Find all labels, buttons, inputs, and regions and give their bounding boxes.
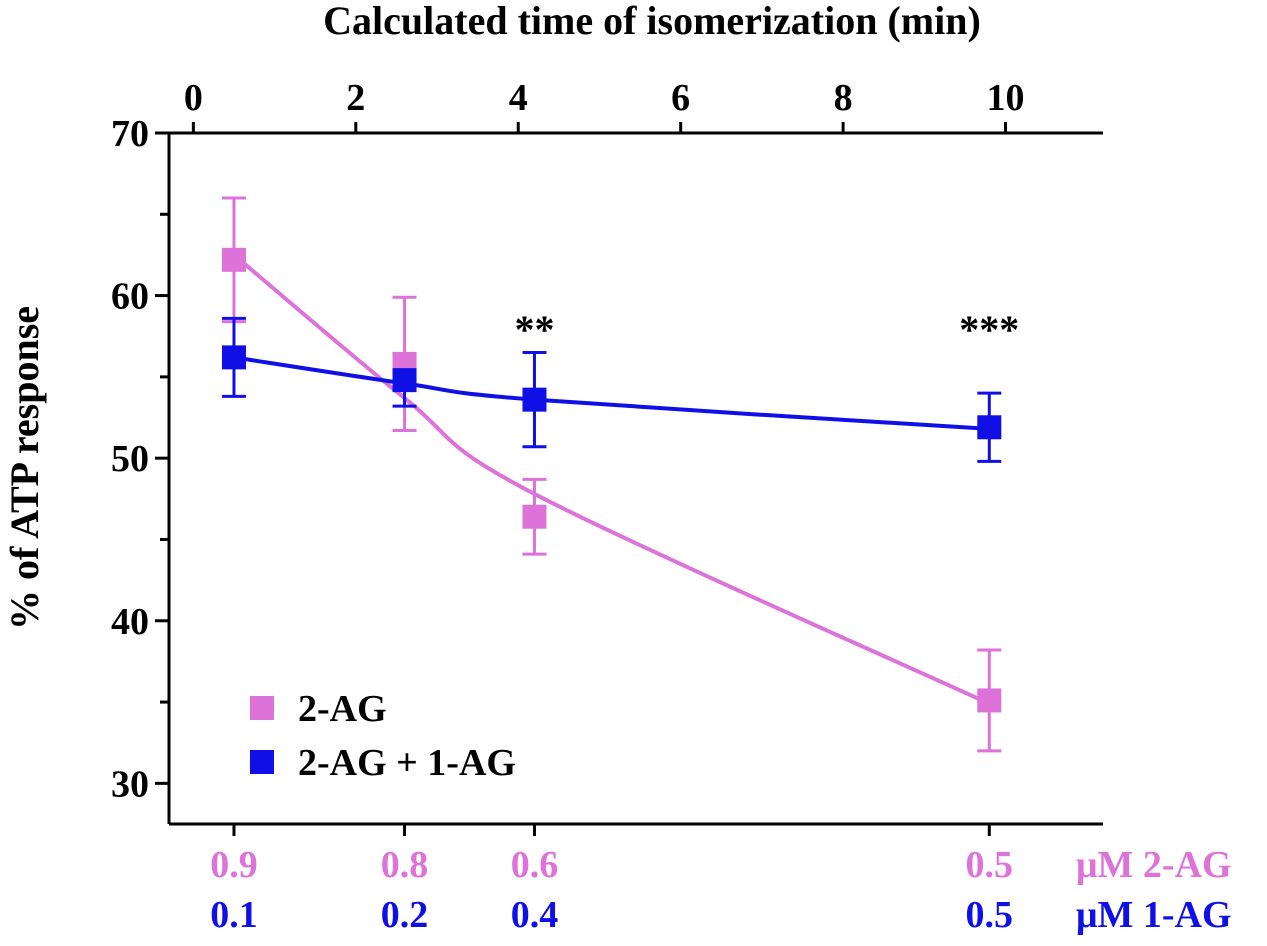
error-bars bbox=[221, 196, 1002, 753]
concentration-unit: μM 2-AG bbox=[1076, 844, 1232, 886]
data-point-2ag bbox=[522, 504, 547, 529]
legend-swatch bbox=[250, 750, 274, 774]
concentration-label: 0.5 bbox=[966, 844, 1014, 886]
data-point-2ag-1ag bbox=[221, 345, 246, 370]
data-point-2ag bbox=[977, 688, 1002, 713]
axes: 0 2 4 6 8 10 30 40 50 60 70 bbox=[111, 77, 1103, 836]
concentration-unit: μM 1-AG bbox=[1076, 894, 1232, 936]
y-tick-label: 30 bbox=[111, 763, 149, 805]
significance-marker: ** bbox=[514, 307, 554, 352]
data-point-2ag-1ag bbox=[522, 387, 547, 412]
concentration-label: 0.4 bbox=[511, 894, 559, 936]
concentration-label: 0.8 bbox=[381, 844, 429, 886]
x-tick-label: 4 bbox=[509, 77, 528, 119]
data-point-2ag bbox=[221, 247, 246, 272]
data-points bbox=[221, 247, 1002, 713]
concentration-label: 0.2 bbox=[381, 894, 429, 936]
chart-title: Calculated time of isomerization (min) bbox=[323, 0, 981, 43]
y-tick-label: 40 bbox=[111, 601, 149, 643]
concentration-label: 0.1 bbox=[210, 894, 258, 936]
concentration-label: 0.6 bbox=[511, 844, 559, 886]
significance-marker: *** bbox=[959, 307, 1019, 352]
y-axis-label: % of ATP response bbox=[2, 306, 47, 630]
x-tick-label: 2 bbox=[346, 77, 365, 119]
legend: 2-AG 2-AG + 1-AG bbox=[250, 688, 516, 784]
fit-curves bbox=[232, 253, 991, 706]
concentration-labels: 0.9 0.8 0.6 0.5 μM 2-AG 0.1 0.2 0.4 0.5 μM 1-AG bbox=[210, 844, 1231, 936]
concentration-label: 0.5 bbox=[966, 894, 1014, 936]
y-tick-label: 60 bbox=[111, 276, 149, 318]
y-tick-label: 50 bbox=[111, 438, 149, 480]
significance-annotations: ** *** bbox=[514, 307, 1019, 352]
concentration-label: 0.9 bbox=[210, 844, 258, 886]
legend-label: 2-AG bbox=[298, 688, 387, 730]
x-tick-label: 6 bbox=[671, 77, 690, 119]
fit-curve-2ag bbox=[232, 253, 991, 706]
data-point-2ag-1ag bbox=[392, 368, 417, 393]
x-tick-label: 8 bbox=[834, 77, 853, 119]
y-tick-label: 70 bbox=[111, 113, 149, 155]
x-tick-label: 10 bbox=[987, 77, 1025, 119]
fit-curve-2ag-1ag bbox=[233, 355, 990, 431]
x-tick-label: 0 bbox=[184, 77, 203, 119]
data-point-2ag-1ag bbox=[977, 415, 1002, 440]
legend-swatch bbox=[250, 696, 274, 720]
legend-label: 2-AG + 1-AG bbox=[298, 742, 516, 784]
